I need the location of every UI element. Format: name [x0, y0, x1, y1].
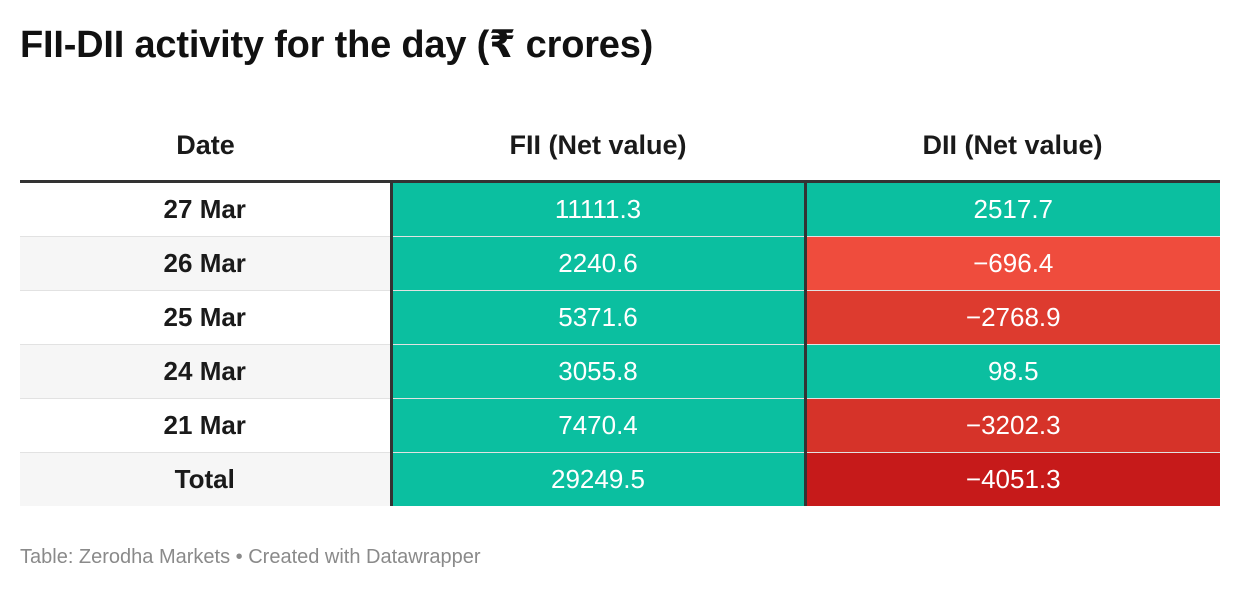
fii-value-cell: 5371.6	[391, 290, 807, 345]
fii-dii-table: Date FII (Net value) DII (Net value) 27 …	[20, 110, 1220, 506]
table-row-total: Total 29249.5 −4051.3	[20, 452, 1220, 506]
dii-value-cell: −3202.3	[805, 398, 1220, 453]
table-row: 24 Mar 3055.8 98.5	[20, 344, 1220, 399]
dii-value-cell: −4051.3	[805, 452, 1220, 506]
date-cell: 24 Mar	[20, 344, 393, 399]
table-row: 25 Mar 5371.6 −2768.9	[20, 290, 1220, 345]
column-header-dii[interactable]: DII (Net value)	[805, 110, 1220, 183]
fii-value-cell: 3055.8	[391, 344, 807, 399]
table-row: 26 Mar 2240.6 −696.4	[20, 236, 1220, 291]
dii-value-cell: −696.4	[805, 236, 1220, 291]
table-header-row: Date FII (Net value) DII (Net value)	[20, 110, 1220, 183]
table-row: 21 Mar 7470.4 −3202.3	[20, 398, 1220, 453]
fii-value-cell: 2240.6	[391, 236, 807, 291]
chart-title: FII-DII activity for the day (₹ crores)	[20, 24, 654, 66]
source-footer: Table: Zerodha Markets • Created with Da…	[20, 546, 481, 568]
fii-value-cell: 7470.4	[391, 398, 807, 453]
date-cell: 27 Mar	[20, 181, 393, 237]
dii-value-cell: 2517.7	[805, 181, 1220, 237]
column-header-fii[interactable]: FII (Net value)	[391, 110, 805, 183]
date-cell: 21 Mar	[20, 398, 393, 453]
date-cell: 26 Mar	[20, 236, 393, 291]
dii-value-cell: 98.5	[805, 344, 1220, 399]
table-row: 27 Mar 11111.3 2517.7	[20, 181, 1220, 237]
column-header-date[interactable]: Date	[20, 110, 391, 183]
dii-value-cell: −2768.9	[805, 290, 1220, 345]
fii-value-cell: 29249.5	[391, 452, 807, 506]
date-cell: Total	[20, 452, 393, 506]
fii-value-cell: 11111.3	[391, 181, 807, 237]
date-cell: 25 Mar	[20, 290, 393, 345]
